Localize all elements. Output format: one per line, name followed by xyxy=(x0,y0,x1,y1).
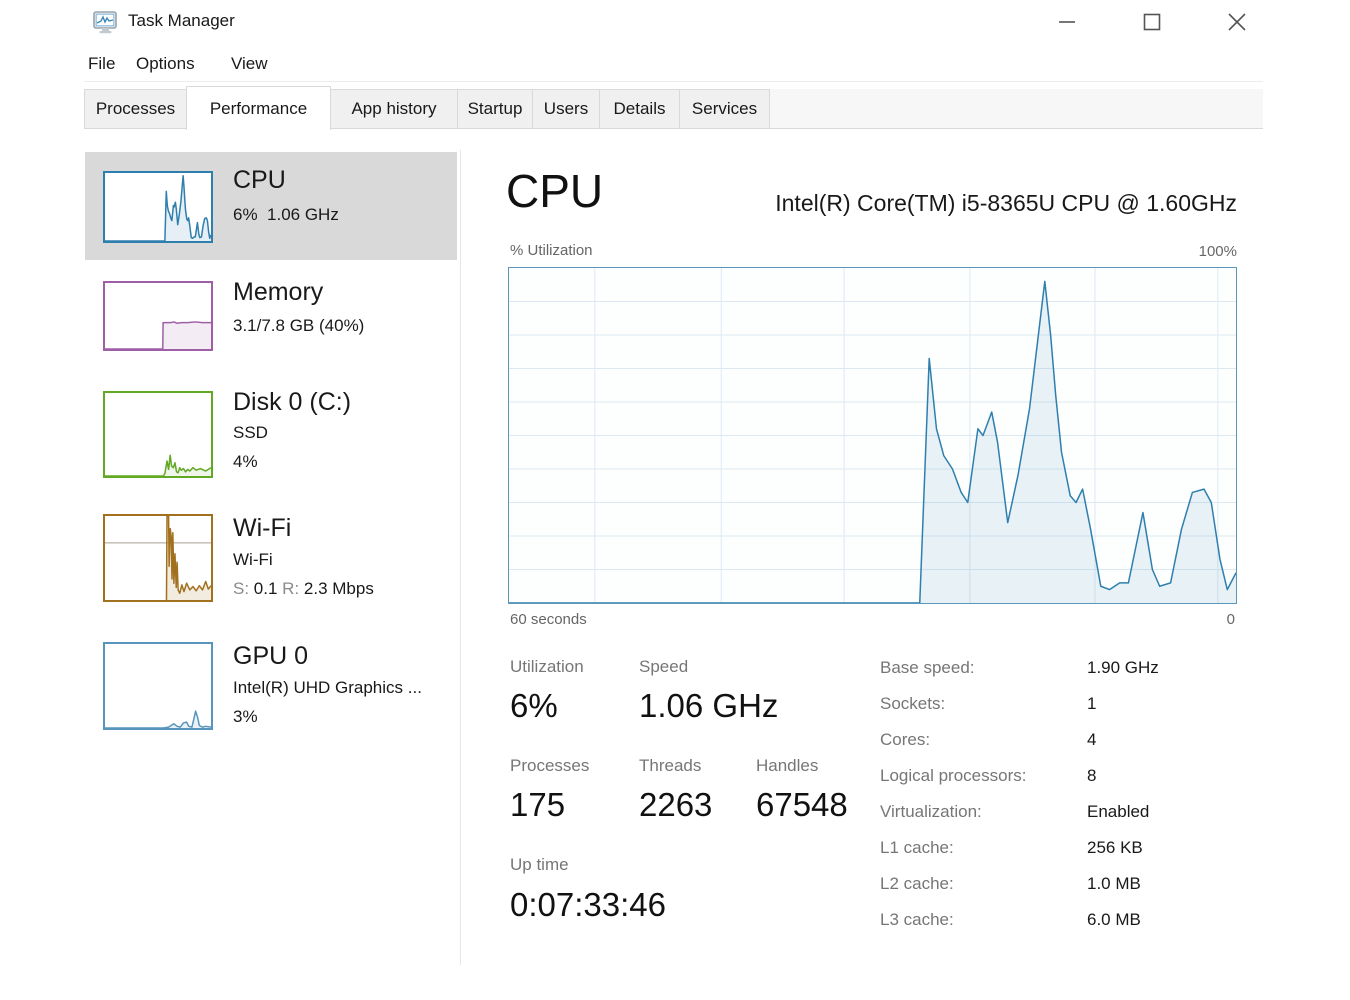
utilization-value: 6% xyxy=(510,687,558,724)
y-axis-label: % Utilization xyxy=(510,242,593,259)
tab-app-history[interactable]: App history xyxy=(330,89,458,129)
speed-label: Speed xyxy=(639,657,689,676)
sidebar-item-disk[interactable]: Disk 0 (C:) SSD 4% xyxy=(85,378,457,490)
task-manager-app-icon xyxy=(92,9,119,36)
menu-separator xyxy=(84,81,1263,82)
detail-l1-cache: L1 cache: 256 KB xyxy=(880,838,1143,857)
handles-label: Handles xyxy=(756,756,819,775)
menu-options[interactable]: Options xyxy=(136,54,195,73)
tab-details[interactable]: Details xyxy=(599,89,680,129)
sidebar-item-gpu[interactable]: GPU 0 Intel(R) UHD Graphics ... 3% xyxy=(85,629,457,741)
maximize-button[interactable] xyxy=(1127,2,1177,42)
memory-mini-chart xyxy=(103,281,213,351)
minimize-icon xyxy=(1059,21,1075,23)
maximize-icon xyxy=(1143,13,1161,31)
threads-value: 2263 xyxy=(639,786,713,823)
sidebar-cpu-title: CPU xyxy=(233,166,286,194)
tab-performance[interactable]: Performance xyxy=(186,86,331,130)
sidebar-memory-title: Memory xyxy=(233,278,324,306)
send-label: S: xyxy=(233,579,254,598)
sidebar-gpu-name: Intel(R) UHD Graphics ... xyxy=(233,678,422,697)
detail-virtualization: Virtualization: Enabled xyxy=(880,802,1150,821)
receive-label: R: xyxy=(277,579,304,598)
sidebar-disk-usage: 4% xyxy=(233,452,258,471)
sidebar-cpu-stats: 6% 1.06 GHz xyxy=(233,205,339,224)
utilization-label: Utilization xyxy=(510,657,584,676)
menu-view[interactable]: View xyxy=(231,54,268,73)
sidebar-disk-type: SSD xyxy=(233,423,268,442)
uptime-value: 0:07:33:46 xyxy=(510,886,666,923)
receive-value: 2.3 Mbps xyxy=(303,579,374,598)
sidebar-gpu-title: GPU 0 xyxy=(233,642,309,670)
processes-label: Processes xyxy=(510,756,590,775)
sidebar-item-memory[interactable]: Memory 3.1/7.8 GB (40%) xyxy=(85,268,457,368)
cpu-mini-chart xyxy=(103,171,213,243)
handles-value: 67548 xyxy=(756,786,848,823)
uptime-label: Up time xyxy=(510,855,569,874)
detail-l2-cache: L2 cache: 1.0 MB xyxy=(880,874,1141,893)
sidebar-wifi-throughput: S: 0.1 R: 2.3 Mbps xyxy=(233,579,374,599)
detail-l3-cache: L3 cache: 6.0 MB xyxy=(880,910,1141,929)
tab-processes[interactable]: Processes xyxy=(84,89,187,129)
sidebar-separator xyxy=(460,150,461,965)
detail-base-speed: Base speed: 1.90 GHz xyxy=(880,658,1159,677)
minimize-button[interactable] xyxy=(1042,2,1092,42)
sidebar-disk-title: Disk 0 (C:) xyxy=(233,388,352,416)
tab-users[interactable]: Users xyxy=(532,89,600,129)
threads-label: Threads xyxy=(639,756,702,775)
wifi-mini-chart xyxy=(103,514,213,602)
x-axis-left-label: 60 seconds xyxy=(510,611,587,628)
sidebar-item-wifi[interactable]: Wi-Fi Wi-Fi S: 0.1 R: 2.3 Mbps xyxy=(85,503,457,615)
disk-mini-chart xyxy=(103,391,213,478)
sidebar-wifi-adapter: Wi-Fi xyxy=(233,550,273,569)
close-button[interactable] xyxy=(1212,2,1262,42)
processes-value: 175 xyxy=(510,786,566,823)
y-axis-max-label: 100% xyxy=(1198,243,1237,260)
x-axis-right-label: 0 xyxy=(1226,611,1235,628)
sidebar-wifi-title: Wi-Fi xyxy=(233,514,292,542)
sidebar-memory-stats: 3.1/7.8 GB (40%) xyxy=(233,316,365,335)
tab-startup[interactable]: Startup xyxy=(457,89,533,129)
window-title: Task Manager xyxy=(128,11,235,30)
gpu-mini-chart xyxy=(103,642,213,730)
close-icon xyxy=(1228,13,1246,31)
detail-logical-processors: Logical processors: 8 xyxy=(880,766,1097,785)
sidebar-gpu-usage: 3% xyxy=(233,707,258,726)
send-value: 0.1 xyxy=(253,579,278,598)
menu-file[interactable]: File xyxy=(88,54,116,73)
tab-services[interactable]: Services xyxy=(679,89,770,129)
speed-value: 1.06 GHz xyxy=(639,687,779,724)
page-title: CPU xyxy=(506,165,604,217)
cpu-model-name: Intel(R) Core(TM) i5-8365U CPU @ 1.60GHz xyxy=(775,190,1237,216)
detail-cores: Cores: 4 xyxy=(880,730,1097,749)
cpu-utilization-chart[interactable] xyxy=(508,267,1237,604)
detail-sockets: Sockets: 1 xyxy=(880,694,1097,713)
sidebar-item-cpu[interactable]: CPU 6% 1.06 GHz xyxy=(85,152,457,260)
